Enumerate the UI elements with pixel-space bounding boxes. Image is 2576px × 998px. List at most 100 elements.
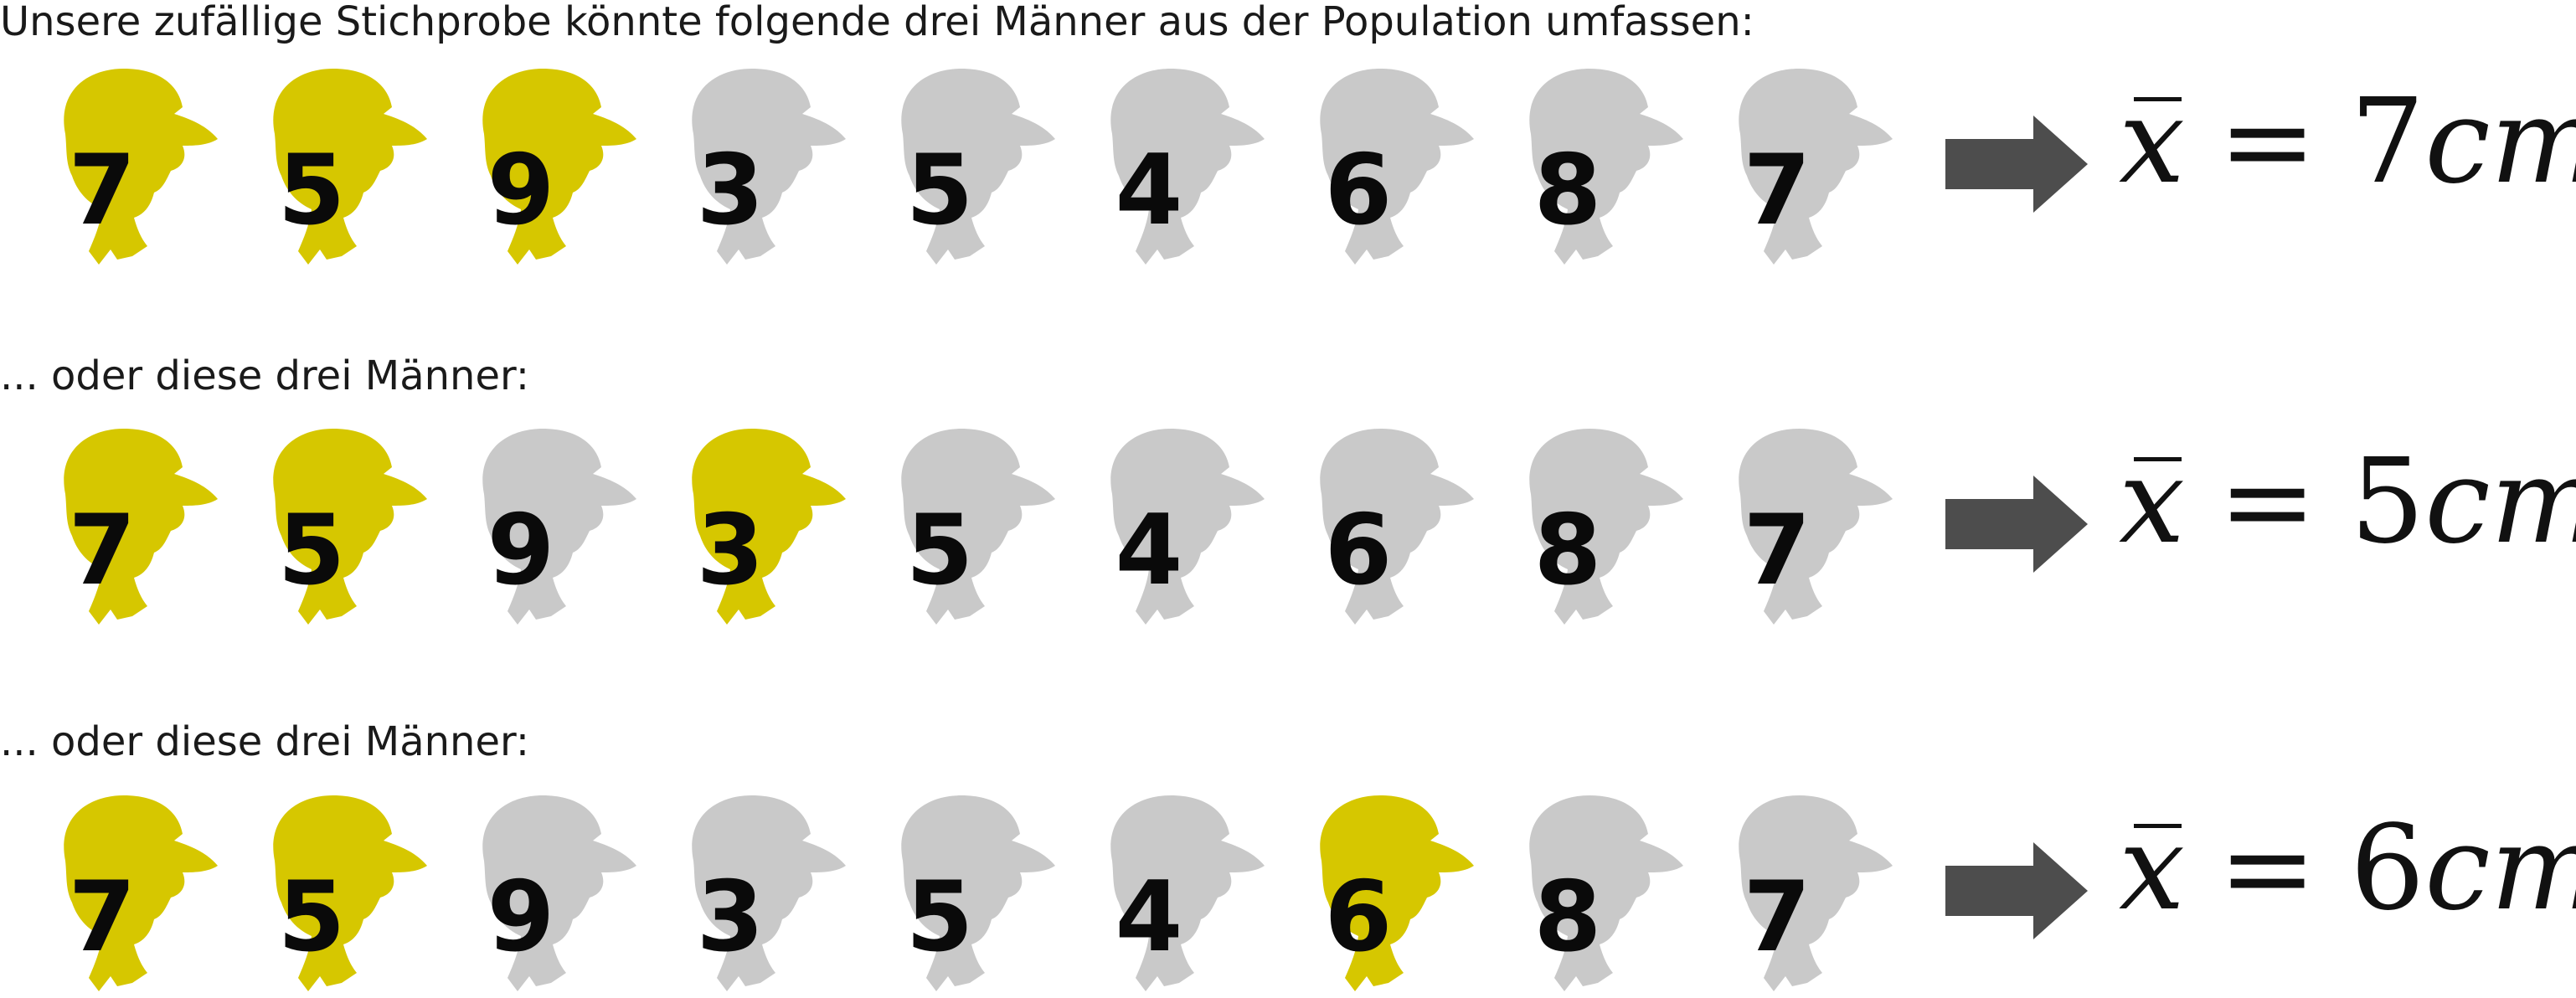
head-profile-silhouette-icon [1110, 69, 1265, 265]
person-2-selected: 5 [250, 59, 434, 268]
person-value: 6 [1324, 494, 1393, 607]
person-9: 7 [1715, 419, 1899, 628]
person-5: 5 [878, 419, 1062, 628]
head-profile-silhouette-icon [1739, 795, 1893, 991]
sample-mean-unit: cm [2424, 434, 2576, 570]
person-9: 7 [1715, 59, 1899, 268]
person-value: 6 [1324, 134, 1393, 247]
person-value: 5 [905, 134, 974, 247]
sample-mean-symbol: x [2119, 434, 2185, 570]
person-1-selected: 7 [40, 785, 224, 995]
head-profile-silhouette-icon [1320, 429, 1474, 625]
caption-sample-2: ... oder diese drei Männer: [0, 352, 530, 399]
head-profile-silhouette-icon [1739, 429, 1893, 625]
person-value: 5 [905, 494, 974, 607]
person-4: 3 [668, 59, 853, 268]
person-value: 9 [487, 134, 555, 247]
head-profile-silhouette-icon [482, 69, 636, 265]
person-3: 9 [459, 419, 643, 628]
person-7: 6 [1296, 59, 1481, 268]
head-profile-silhouette-icon [1529, 429, 1683, 625]
sample-mean-symbol: x [2119, 800, 2185, 937]
person-value: 7 [1743, 861, 1811, 974]
person-value: 7 [68, 134, 137, 247]
person-6: 4 [1087, 785, 1271, 995]
head-profile-silhouette-icon [1529, 69, 1683, 265]
person-3-selected: 9 [459, 59, 643, 268]
right-arrow-icon [1945, 842, 2088, 939]
person-value: 6 [1324, 861, 1393, 974]
head-profile-silhouette-icon [692, 69, 846, 265]
person-value: 5 [905, 861, 974, 974]
person-value: 7 [1743, 494, 1811, 607]
head-profile-silhouette-icon [901, 795, 1055, 991]
equals-sign: = [2218, 800, 2317, 937]
person-value: 4 [1115, 494, 1183, 607]
head-profile-silhouette-icon [901, 429, 1055, 625]
person-value: 4 [1115, 861, 1183, 974]
person-4: 3 [668, 785, 853, 995]
head-profile-silhouette-icon [273, 795, 427, 991]
person-4-selected: 3 [668, 419, 853, 628]
person-6: 4 [1087, 59, 1271, 268]
sample-mean-value: 5 [2350, 434, 2425, 570]
sample-mean-value: 7 [2350, 74, 2425, 210]
person-value: 3 [696, 494, 765, 607]
person-3: 9 [459, 785, 643, 995]
right-arrow-icon [1945, 116, 2088, 213]
person-8: 8 [1506, 59, 1690, 268]
person-8: 8 [1506, 785, 1690, 995]
person-value: 8 [1533, 861, 1602, 974]
caption-sample-3: ... oder diese drei Männer: [0, 718, 530, 765]
person-6: 4 [1087, 419, 1271, 628]
sample-mean-unit: cm [2424, 800, 2576, 937]
head-profile-silhouette-icon [64, 429, 218, 625]
person-8: 8 [1506, 419, 1690, 628]
head-profile-silhouette-icon [1110, 795, 1265, 991]
person-value: 4 [1115, 134, 1183, 247]
person-value: 7 [68, 861, 137, 974]
person-value: 7 [1743, 134, 1811, 247]
head-profile-silhouette-icon [482, 429, 636, 625]
sample-mean-value: 6 [2350, 800, 2425, 937]
sample-mean-unit: cm [2424, 74, 2576, 210]
head-profile-silhouette-icon [273, 69, 427, 265]
person-value: 3 [696, 861, 765, 974]
head-profile-silhouette-icon [273, 429, 427, 625]
head-profile-silhouette-icon [64, 795, 218, 991]
equals-sign: = [2218, 74, 2317, 210]
person-7-selected: 6 [1296, 785, 1481, 995]
head-profile-silhouette-icon [1110, 429, 1265, 625]
sample-mean-symbol: x [2119, 74, 2185, 210]
head-profile-silhouette-icon [1320, 795, 1474, 991]
head-profile-silhouette-icon [901, 69, 1055, 265]
person-5: 5 [878, 785, 1062, 995]
head-profile-silhouette-icon [64, 69, 218, 265]
person-value: 5 [277, 494, 346, 607]
equals-sign: = [2218, 434, 2317, 570]
head-profile-silhouette-icon [1320, 69, 1474, 265]
person-5: 5 [878, 59, 1062, 268]
right-arrow-icon [1945, 476, 2088, 573]
head-profile-silhouette-icon [692, 429, 846, 625]
person-value: 3 [696, 134, 765, 247]
person-value: 5 [277, 861, 346, 974]
person-value: 5 [277, 134, 346, 247]
sample-mean-formula: x=5cm [2119, 444, 2576, 594]
head-profile-silhouette-icon [1739, 69, 1893, 265]
person-value: 8 [1533, 134, 1602, 247]
person-value: 8 [1533, 494, 1602, 607]
sample-mean-formula: x=6cm [2119, 810, 2576, 961]
sample-mean-formula: x=7cm [2119, 84, 2576, 234]
person-7: 6 [1296, 419, 1481, 628]
head-profile-silhouette-icon [1529, 795, 1683, 991]
person-2-selected: 5 [250, 419, 434, 628]
caption-sample-1: Unsere zufällige Stichprobe könnte folge… [0, 0, 1754, 45]
person-9: 7 [1715, 785, 1899, 995]
person-value: 7 [68, 494, 137, 607]
head-profile-silhouette-icon [482, 795, 636, 991]
person-1-selected: 7 [40, 419, 224, 628]
